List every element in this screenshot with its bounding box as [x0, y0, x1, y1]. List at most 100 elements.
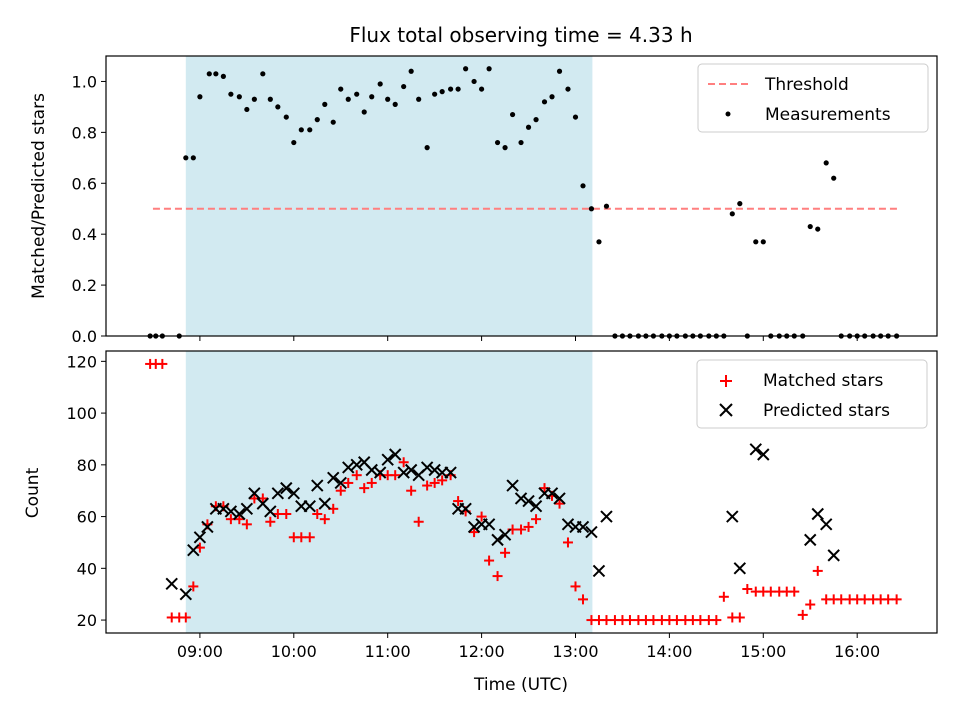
predicted-star-point — [804, 533, 817, 547]
measurement-point — [478, 86, 485, 92]
bottom-x-tick-label: 10:00 — [271, 642, 317, 661]
measurement-point — [753, 239, 759, 245]
predicted-star-point-b — [811, 507, 824, 521]
predicted-star-point-b — [576, 520, 590, 534]
predicted-star-point — [404, 463, 418, 477]
matched-star-point — [570, 581, 581, 592]
top-y-tick-label: 0.0 — [72, 327, 97, 346]
predicted-star-point-b — [217, 502, 230, 516]
predicted-star-point-b — [381, 453, 394, 466]
top-x-ticks — [199, 336, 858, 341]
predicted-star-point-b — [592, 564, 606, 578]
predicted-star-point — [827, 549, 840, 562]
measurement-point — [322, 101, 328, 107]
matched-star-point — [188, 581, 199, 592]
predicted-star-point-b — [165, 577, 178, 591]
predicted-star-point — [318, 497, 331, 510]
predicted-star-point — [444, 466, 457, 479]
matched-star-point — [648, 615, 659, 626]
predicted-star-point-b — [420, 461, 434, 474]
predicted-star-point — [201, 520, 214, 534]
top-y-axis-label: Matched/Predicted stars — [29, 93, 49, 299]
predicted-star-point-b — [514, 492, 528, 505]
predicted-star-point-b — [350, 458, 363, 472]
measurement-point — [541, 99, 548, 105]
bottom-panel: 20 40 60 80 100 120 09:00 10:00 11:00 12:00 13:00… — [23, 350, 938, 695]
predicted-star-point — [224, 505, 238, 518]
measurement-point — [260, 71, 266, 77]
predicted-star-point-b — [467, 520, 481, 534]
x-axis-label: Time (UTC) — [473, 675, 568, 695]
measurement-point — [354, 91, 360, 97]
predicted-star-point-b — [256, 497, 270, 510]
matched-star-point — [797, 609, 808, 620]
predicted-star-point-b — [827, 549, 840, 562]
matched-star-point — [500, 547, 511, 558]
measurement-point — [533, 117, 539, 123]
matched-star-point — [234, 514, 245, 525]
measurement-point — [275, 104, 281, 110]
measurement-point — [213, 71, 219, 77]
predicted-star-point-b — [318, 497, 331, 510]
predicted-star-point-b — [506, 479, 519, 492]
predicted-star-point — [514, 492, 528, 505]
legend-predicted-label: Predicted stars — [763, 401, 890, 421]
matched-star-point — [304, 532, 315, 543]
matched-star-point — [272, 508, 283, 519]
predicted-star-point-b — [187, 544, 200, 557]
measurement-point — [455, 86, 461, 92]
measurement-point — [432, 91, 438, 97]
predicted-star-point — [420, 461, 434, 474]
matched-star-point — [836, 594, 847, 605]
top-observing-span — [185, 56, 593, 336]
predicted-star-point-b — [373, 466, 387, 479]
measurement-point — [408, 68, 414, 74]
measurement-point — [392, 101, 398, 107]
predicted-star-point — [561, 518, 575, 531]
measurement-point — [439, 89, 445, 95]
measurement-point — [338, 86, 344, 92]
matched-star-point — [469, 527, 480, 538]
matched-star-point — [296, 532, 307, 543]
legend-measurements-label: Measurements — [765, 105, 891, 125]
predicted-star-point-b — [287, 487, 301, 500]
predicted-star-point — [233, 507, 246, 521]
measurement-point — [345, 96, 351, 102]
matched-star-point — [335, 485, 346, 496]
measurement-point — [244, 106, 250, 113]
top-y-tick-label: 0.6 — [72, 174, 97, 193]
matched-star-point — [523, 521, 534, 532]
predicted-star-point — [491, 533, 504, 547]
predicted-star-point-b — [311, 479, 324, 492]
measurement-point — [831, 175, 837, 181]
measurement-point — [197, 94, 203, 100]
predicted-star-point-b — [358, 456, 371, 469]
predicted-star-point-b — [600, 510, 613, 523]
matched-star-point — [406, 485, 417, 496]
predicted-star-point — [397, 466, 410, 479]
predicted-star-point — [193, 531, 207, 544]
predicted-star-point — [553, 492, 566, 505]
predicted-star-point — [303, 500, 316, 513]
measurement-point — [385, 96, 391, 102]
bottom-y-axis-label: Count — [23, 467, 43, 518]
bottom-y-tick-label: 60 — [77, 508, 97, 527]
bottom-x-tick-label: 11:00 — [365, 642, 411, 661]
matched-star-point — [765, 586, 776, 597]
measurement-point — [236, 94, 242, 100]
top-y-tick-label: 1.0 — [72, 72, 97, 91]
measurement-point — [549, 94, 555, 100]
predicted-star-point-b — [749, 443, 762, 456]
predicted-star-point-b — [459, 502, 472, 516]
matched-star-point — [734, 612, 745, 623]
matched-star-point — [883, 594, 894, 605]
predicted-star-point — [350, 458, 363, 472]
matched-star-point — [695, 615, 706, 626]
matched-star-point — [366, 477, 377, 488]
predicted-star-point — [576, 520, 590, 534]
predicted-star-point-b — [757, 448, 770, 461]
matched-star-point — [422, 480, 433, 491]
predicted-star-point — [749, 443, 762, 456]
matched-star-point — [554, 498, 565, 509]
measurement-point — [471, 78, 477, 85]
